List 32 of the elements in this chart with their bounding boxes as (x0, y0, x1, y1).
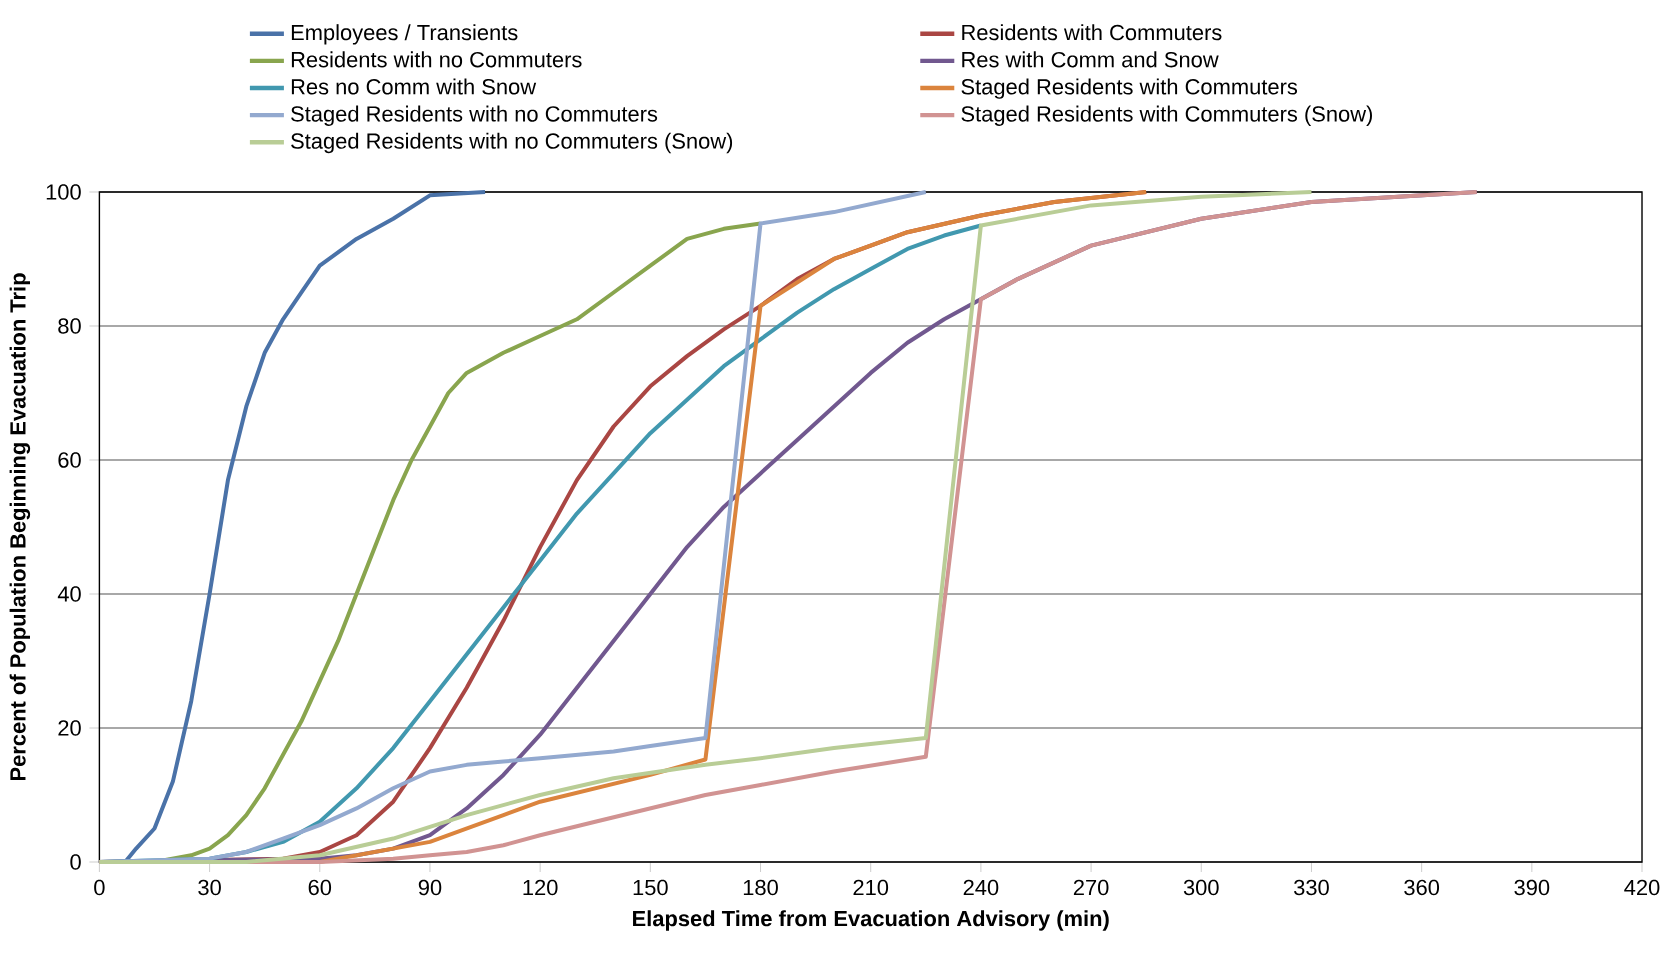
legend-label: Staged Residents with Commuters (961, 78, 1298, 99)
x-tick-label: 390 (1514, 879, 1550, 896)
y-tick-label: 100 (46, 184, 81, 200)
legend-label: Employees / Transients (291, 24, 518, 45)
x-tick-label: 60 (308, 879, 332, 896)
legend-label: Res with Comm and Snow (962, 51, 1219, 68)
x-tick-label: 270 (1073, 879, 1109, 896)
x-tick-label: 0 (94, 879, 105, 896)
x-tick-label: 360 (1404, 879, 1440, 896)
x-tick-label: 150 (633, 879, 668, 896)
x-tick-label: 420 (1624, 879, 1660, 896)
x-tick-label: 210 (853, 879, 889, 896)
y-axis-title: Percent of Population Beginning Evacuation Trip (9, 273, 31, 781)
x-axis-title: Elapsed Time from Evacuation Advisory (min) (633, 910, 1109, 931)
y-tick-label: 80 (58, 318, 81, 334)
legend-label: Residents with Commuters (962, 24, 1222, 41)
x-tick-label: 120 (523, 879, 558, 896)
legend-label: Res no Comm with Snow (291, 78, 537, 95)
legend-label: Staged Residents with no Commuters (Snow) (291, 132, 733, 154)
legend-label: Staged Residents with Commuters (Snow) (961, 105, 1372, 126)
legend-label: Residents with no Commuters (291, 51, 582, 68)
legend-label: Staged Residents with no Commuters (291, 105, 658, 126)
x-tick-label: 300 (1183, 879, 1219, 896)
x-tick-label: 180 (743, 879, 778, 896)
y-tick-label: 20 (58, 720, 81, 736)
x-tick-label: 30 (198, 879, 221, 896)
x-tick-label: 240 (963, 879, 999, 896)
y-tick-label: 40 (57, 586, 81, 602)
y-tick-label: 60 (58, 452, 81, 468)
x-tick-label: 90 (418, 879, 442, 896)
x-tick-label: 330 (1294, 879, 1329, 896)
y-tick-label: 0 (70, 854, 81, 870)
